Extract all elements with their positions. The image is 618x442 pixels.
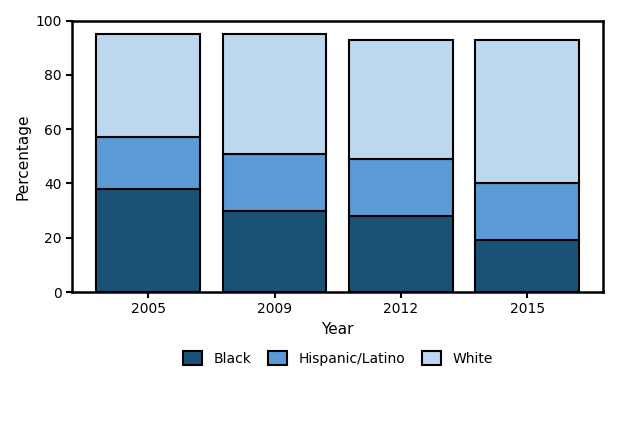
- Bar: [475, 39, 579, 183]
- Bar: [349, 39, 452, 159]
- Bar: [222, 210, 326, 292]
- X-axis label: Year: Year: [321, 322, 354, 337]
- Bar: [96, 189, 200, 292]
- Bar: [222, 153, 326, 210]
- Bar: [222, 34, 326, 153]
- Y-axis label: Percentage: Percentage: [15, 113, 30, 199]
- Bar: [96, 137, 200, 189]
- Bar: [475, 240, 579, 292]
- Bar: [349, 159, 452, 216]
- Legend: Black, Hispanic/Latino, White: Black, Hispanic/Latino, White: [177, 345, 498, 371]
- Bar: [96, 34, 200, 137]
- Bar: [349, 216, 452, 292]
- Bar: [475, 183, 579, 240]
